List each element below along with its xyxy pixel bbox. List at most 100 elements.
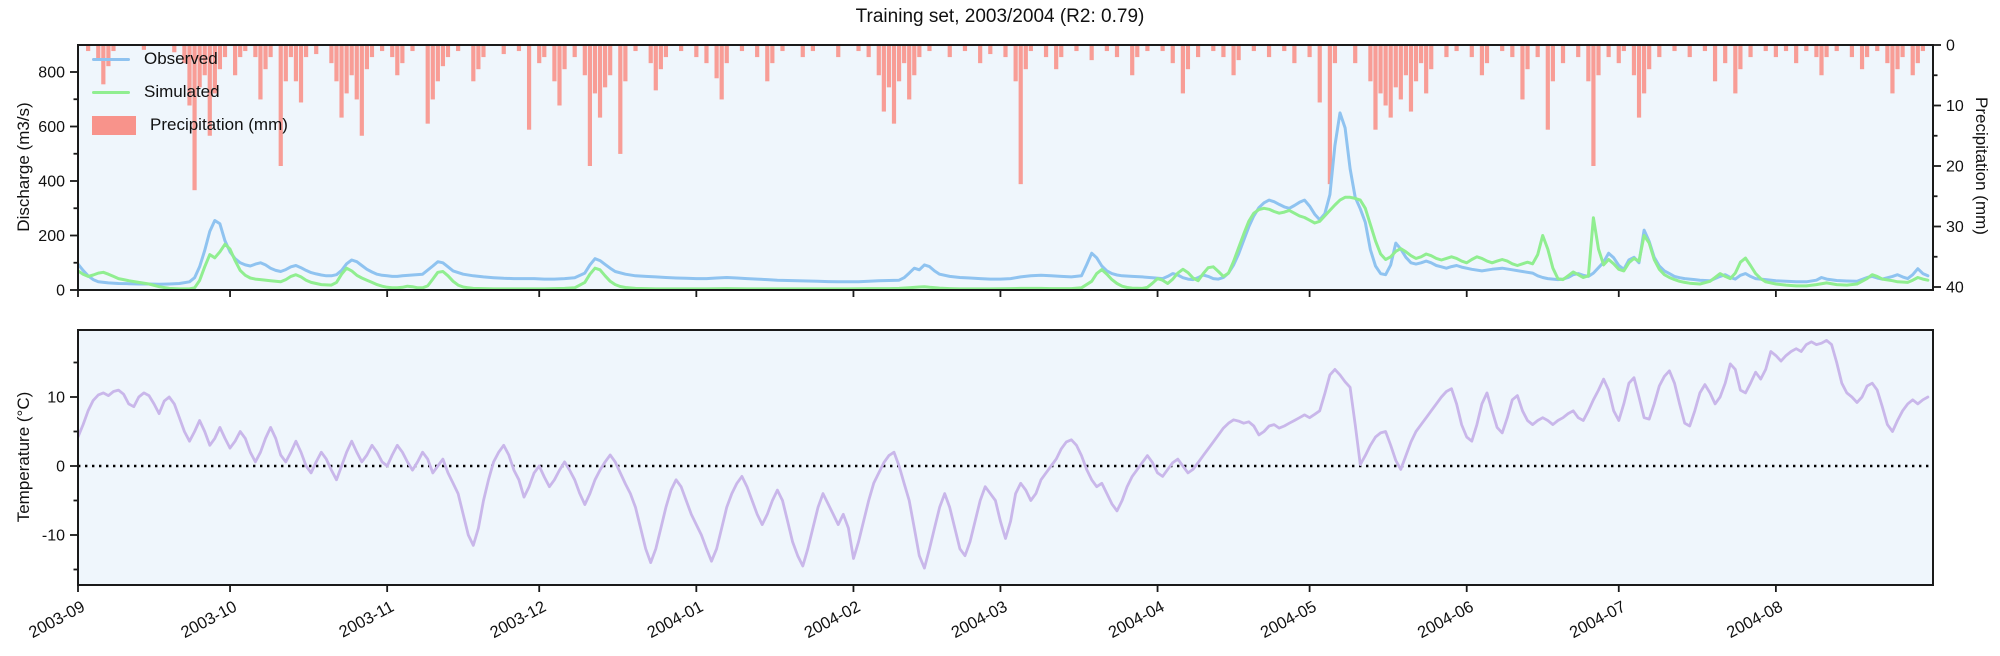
precip-bar [653, 45, 658, 91]
x-tick-label: 2003-09 [26, 598, 88, 642]
precip-bar [1059, 45, 1064, 58]
precip-bar [962, 45, 968, 52]
precip-bar [1231, 45, 1236, 76]
precip-bar [1368, 45, 1373, 82]
precip-bar [410, 45, 415, 52]
precip-bar [516, 45, 522, 52]
precip-bar [1819, 45, 1824, 76]
precip-bar [1195, 45, 1201, 58]
precip-bar [238, 45, 243, 58]
precip-bar [765, 45, 770, 82]
precip-bar [298, 45, 304, 103]
precip-bar [1910, 45, 1915, 76]
discharge-tick-label: 0 [56, 283, 65, 300]
precip-bar [1520, 45, 1525, 100]
precip-bar [1631, 45, 1637, 76]
x-tick-label: 2004-01 [644, 598, 706, 642]
precip-bar [1733, 45, 1738, 94]
x-tick-label: 2004-04 [1106, 598, 1168, 642]
top-panel-background [78, 45, 1933, 290]
temperature-tick-label: -10 [42, 528, 65, 545]
precip-bar [202, 45, 207, 76]
precip-bar [633, 45, 638, 52]
precip-bar [724, 45, 729, 64]
legend-entry-observed: Observed [92, 48, 288, 70]
legend-label-observed: Observed [144, 49, 218, 68]
precip-bar [562, 45, 567, 70]
precip-bar [1484, 45, 1490, 64]
precip-bar [1804, 45, 1809, 52]
precip-bar [572, 45, 577, 58]
precip-bar [1282, 45, 1287, 52]
x-tick-label: 2004-08 [1724, 598, 1786, 642]
precip-bar [314, 45, 319, 55]
observed-line-swatch [92, 57, 130, 61]
precip-bar [587, 45, 592, 166]
precip-tick-label: 30 [1946, 219, 1964, 236]
legend-label-simulated: Simulated [144, 82, 220, 101]
precip-bar [1550, 45, 1555, 82]
precipitation-axis-label: Precipitation (mm) [1972, 97, 1991, 235]
precip-bar [258, 45, 263, 100]
precip-bar [1398, 45, 1403, 100]
precip-bar [106, 45, 111, 67]
precip-tick-label: 0 [1946, 38, 1955, 55]
precip-bar [288, 45, 293, 58]
precip-bar [1408, 45, 1414, 112]
precip-bar [1672, 45, 1677, 52]
discharge-tick-label: 200 [38, 228, 65, 245]
precip-bar [263, 45, 268, 70]
precip-bar [1018, 45, 1023, 185]
precip-bar [1114, 45, 1120, 58]
precip-bar [537, 45, 542, 64]
precip-bar [197, 45, 202, 88]
precip-bar [739, 45, 745, 52]
precip-bar [1657, 45, 1662, 58]
precip-bar [714, 45, 719, 79]
precip-bar [1013, 45, 1018, 82]
temperature-axis-label: Temperature (°C) [14, 391, 33, 523]
precip-bar [770, 45, 775, 64]
precip-bar [1353, 45, 1358, 64]
x-tick-label: 2003-11 [336, 598, 397, 642]
precip-bar [379, 45, 385, 52]
precip-bar [1712, 45, 1718, 82]
precip-bar [1145, 45, 1150, 52]
temperature-tick-label: 10 [47, 390, 65, 407]
precip-bar [552, 45, 557, 82]
precip-bar [86, 45, 91, 52]
precip-bar [435, 45, 440, 82]
discharge-tick-label: 800 [38, 65, 65, 82]
precip-bar [1834, 45, 1839, 52]
precip-bar [1317, 45, 1322, 103]
precip-bar [866, 45, 871, 58]
discharge-tick-label: 400 [38, 174, 65, 191]
precip-bar [187, 45, 192, 106]
precip-bar [400, 45, 405, 64]
precip-bar [755, 45, 760, 58]
bottom-panel-border [77, 329, 1934, 586]
precip-bar [1089, 45, 1094, 61]
precip-bar [359, 45, 364, 136]
precip-bar [1885, 45, 1890, 64]
precip-bar [907, 45, 912, 100]
precip-bar [663, 45, 669, 58]
precip-bar [618, 45, 623, 154]
precip-bar [1251, 45, 1256, 52]
precip-bar [582, 45, 587, 76]
precip-bar [1621, 45, 1626, 52]
precip-bar [1545, 45, 1550, 130]
precip-bar [425, 45, 430, 124]
precip-bar [1647, 45, 1652, 70]
x-tick-label: 2003-12 [487, 598, 549, 642]
precip-bar [192, 45, 197, 191]
precip-bar [1003, 45, 1008, 58]
precip-bar [780, 45, 785, 52]
precip-bar [293, 45, 299, 82]
precip-bar [978, 45, 983, 64]
precip-bar [1266, 45, 1272, 58]
precip-bar [329, 45, 334, 64]
precip-bar [1890, 45, 1895, 94]
precip-bar [1180, 45, 1185, 94]
precip-bar [1875, 45, 1880, 52]
